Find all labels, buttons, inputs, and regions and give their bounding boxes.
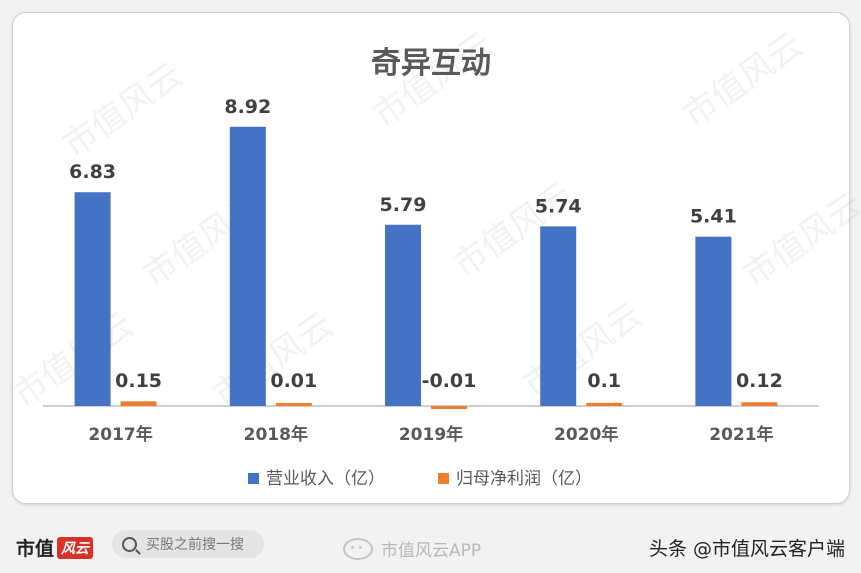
data-label: -0.01 [422,370,477,392]
revenue-bar [229,126,266,406]
data-label: 0.01 [270,370,317,392]
profit-bar [275,403,312,406]
data-label: 5.79 [380,194,427,216]
brand-text: 市值 [16,538,55,560]
x-tick-label: 2017年 [88,424,152,445]
data-label: 5.41 [690,206,737,228]
data-label: 0.1 [587,370,621,392]
profit-bar [120,401,157,406]
profit-bar [741,402,778,406]
x-tick-label: 2020年 [554,424,618,445]
revenue-bar [74,192,111,406]
account-credit: 头条 @市值风云客户端 [648,538,845,560]
data-label: 0.15 [115,370,162,392]
data-label: 8.92 [224,96,271,118]
legend-label-revenue: 营业收入（亿） [266,469,385,489]
data-label: 5.74 [535,195,582,217]
brand-logo[interactable]: 市值 风云 [16,534,94,561]
bars-layer: 6.83 0.15 2017年 8.92 0.01 2018年 5.79 -0.01 2019年… [69,96,783,445]
footer-bar: 市值 风云 买股之前搜一搜 市值风云APP 头条 @市值风云客户端 [0,514,861,573]
revenue-bar [385,224,421,406]
data-label: 0.12 [736,370,783,392]
legend-swatch-profit [438,473,449,484]
brand-mark: 风云 [57,536,94,559]
chart-card: 市值风云 市值风云 市值风云 市值风云 市值风云 市值风云 市值风云 市值风云 … [6,12,861,504]
legend: 营业收入（亿） 归母净利润（亿） [248,469,592,489]
profit-bar [586,402,623,406]
search-icon [122,536,137,552]
wechat-watermark: 市值风云APP [343,536,481,561]
data-label: 6.83 [69,161,116,183]
profit-bar [431,406,467,409]
search-box[interactable]: 买股之前搜一搜 [112,530,264,558]
wechat-label: 市值风云APP [381,541,482,561]
x-tick-label: 2019年 [399,424,463,445]
wechat-icon [343,537,373,560]
search-placeholder: 买股之前搜一搜 [146,537,244,553]
revenue-bar [540,226,577,406]
legend-swatch-revenue [248,473,259,484]
revenue-bar [695,236,732,406]
x-tick-label: 2018年 [244,424,308,445]
x-tick-label: 2021年 [709,424,773,445]
bar-chart: 奇异互动 6.83 0.15 2017年 8.92 0.01 2018年 5.79 -0.01… [43,46,819,489]
chart-title: 奇异互动 [371,46,491,81]
legend-label-profit: 归母净利润（亿） [456,469,592,489]
